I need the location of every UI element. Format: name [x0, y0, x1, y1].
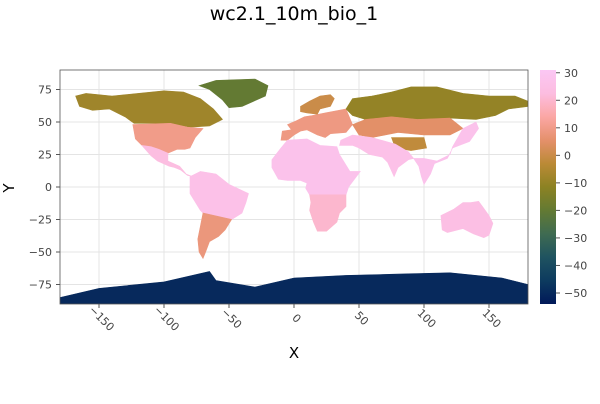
colorbar [540, 70, 556, 304]
land-region-south-america-north [189, 171, 249, 220]
land-region-south-asia [339, 134, 415, 178]
y-tick-label: 50 [38, 116, 52, 129]
land-region-africa-south [309, 194, 347, 232]
x-tick-label: 150 [479, 307, 503, 331]
chart-title: wc2.1_10m_bio_1 [210, 3, 378, 25]
land-region-southeast-asia [413, 121, 479, 186]
x-tick-label: 100 [414, 307, 438, 331]
colorbar-tick-label: −40 [564, 259, 587, 272]
y-tick-label: −25 [29, 214, 52, 227]
x-tick-label: −150 [86, 303, 117, 334]
land-region-africa-north [271, 138, 361, 196]
y-axis-ticks: 75 50 25 0 −25 −50 −75 [29, 84, 60, 292]
land-region-antarctica [60, 271, 528, 304]
x-tick-label: −100 [151, 303, 182, 334]
land-region-australia [440, 200, 494, 239]
y-tick-label: 75 [38, 84, 52, 97]
x-tick-label: 50 [352, 309, 371, 328]
y-tick-label: 0 [45, 181, 52, 194]
y-tick-label: 25 [38, 149, 52, 162]
colorbar-tick-label: −20 [564, 204, 587, 217]
colorbar-tick-label: 0 [564, 149, 571, 162]
y-axis-label: Y [0, 183, 18, 194]
land-region-south-america-south [197, 212, 233, 260]
colorbar-tick-label: 30 [564, 67, 578, 80]
land-region-scandinavia [300, 94, 335, 115]
y-tick-label: −50 [29, 246, 52, 259]
colorbar-tick-label: 10 [564, 122, 578, 135]
colorbar-ticks: 30 20 10 0 −10 −20 −30 −40 −50 [556, 67, 587, 300]
x-tick-label: 0 [289, 311, 303, 325]
colorbar-tick-label: −50 [564, 287, 587, 300]
colorbar-tick-label: 20 [564, 94, 578, 107]
land-regions [60, 78, 528, 304]
colorbar-tick-label: −30 [564, 232, 587, 245]
x-tick-label: −50 [219, 306, 245, 332]
x-axis-label: X [289, 344, 299, 362]
y-tick-label: −75 [29, 279, 52, 292]
colorbar-tick-label: −10 [564, 177, 587, 190]
x-axis-ticks: −150 −100 −50 0 50 100 150 [86, 303, 503, 334]
land-region-canada [75, 90, 223, 128]
land-region-greenland [198, 78, 269, 109]
